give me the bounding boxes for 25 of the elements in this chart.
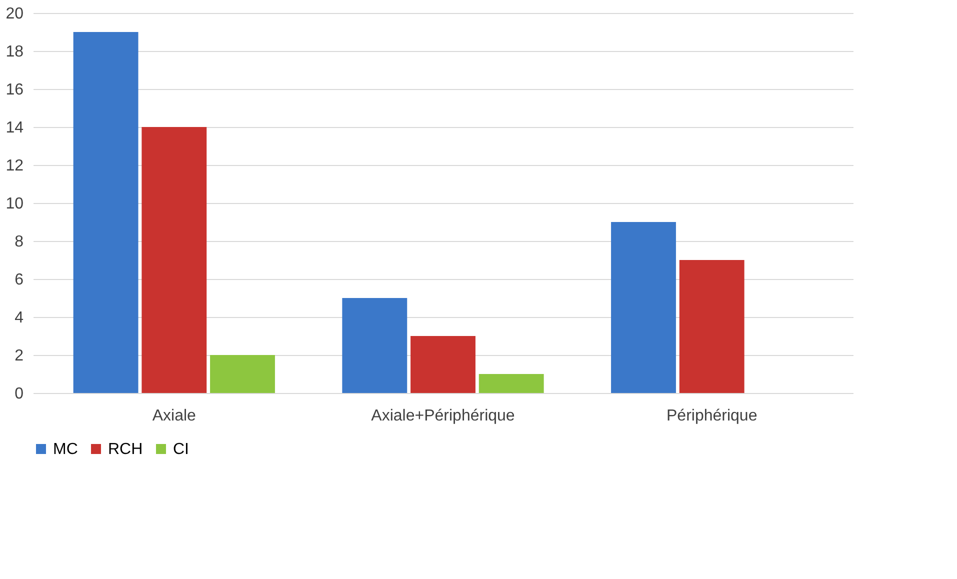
bar — [210, 355, 275, 393]
x-tick-label: Périphérique — [666, 408, 758, 424]
bar — [342, 298, 408, 393]
y-tick-label: 8 — [14, 234, 24, 250]
y-tick-label: 14 — [6, 120, 24, 136]
bar — [410, 336, 476, 393]
bar — [478, 374, 544, 393]
y-tick-label: 2 — [14, 348, 24, 364]
y-tick-label: 18 — [6, 44, 24, 60]
y-tick-label: 0 — [14, 386, 24, 402]
bar — [142, 127, 207, 393]
y-tick-label: 20 — [6, 6, 24, 22]
y-tick-label: 4 — [14, 310, 24, 326]
y-tick-label: 16 — [6, 82, 24, 98]
y-tick-label: 12 — [6, 158, 24, 174]
x-tick-label: Axiale — [152, 408, 196, 424]
bar — [73, 32, 138, 393]
legend-label: RCH — [108, 441, 143, 458]
legend-label: MC — [53, 441, 78, 458]
y-tick-label: 10 — [6, 196, 24, 212]
legend-label: CI — [173, 441, 189, 458]
x-tick-label: Axiale+Périphérique — [371, 408, 515, 424]
y-tick-label: 6 — [14, 272, 24, 288]
bar — [611, 222, 676, 393]
bar — [679, 260, 744, 393]
